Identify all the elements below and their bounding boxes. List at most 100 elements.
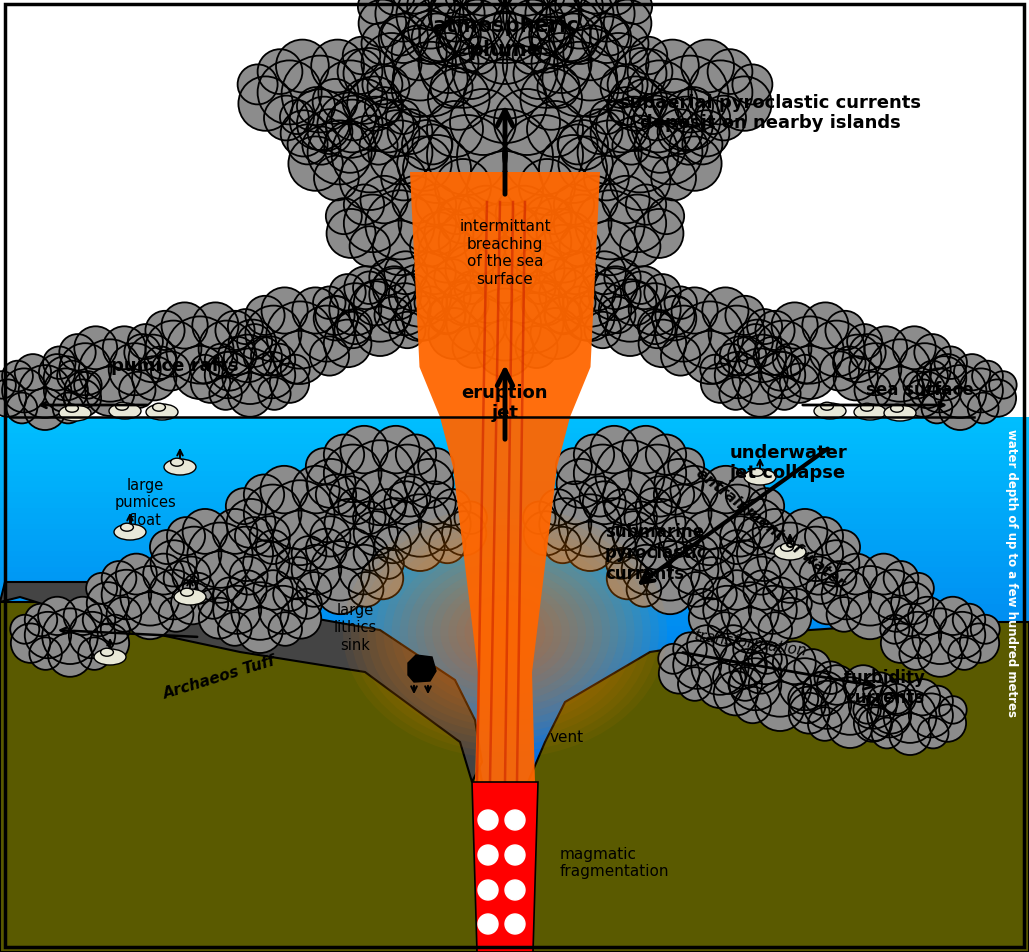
- Circle shape: [447, 293, 506, 353]
- Circle shape: [691, 638, 749, 695]
- Circle shape: [453, 327, 495, 368]
- Circle shape: [365, 191, 434, 260]
- Circle shape: [472, 239, 537, 304]
- Circle shape: [884, 690, 936, 744]
- Circle shape: [463, 60, 546, 144]
- Circle shape: [893, 327, 935, 369]
- Circle shape: [264, 96, 309, 141]
- Circle shape: [638, 121, 703, 186]
- Circle shape: [959, 369, 1003, 413]
- Circle shape: [43, 347, 75, 380]
- Circle shape: [544, 297, 581, 334]
- Circle shape: [505, 810, 525, 830]
- Circle shape: [318, 61, 383, 126]
- Circle shape: [559, 495, 622, 557]
- Circle shape: [259, 586, 307, 634]
- Circle shape: [388, 110, 432, 155]
- Circle shape: [922, 357, 966, 401]
- Circle shape: [623, 80, 668, 125]
- Circle shape: [809, 321, 864, 377]
- Circle shape: [353, 502, 386, 534]
- Circle shape: [715, 345, 747, 377]
- Circle shape: [752, 509, 797, 554]
- Circle shape: [948, 638, 981, 670]
- Circle shape: [428, 297, 465, 335]
- Circle shape: [628, 50, 672, 95]
- Circle shape: [749, 586, 796, 634]
- Circle shape: [739, 335, 786, 383]
- Circle shape: [361, 24, 403, 66]
- Circle shape: [863, 554, 904, 595]
- Ellipse shape: [384, 538, 627, 726]
- Circle shape: [402, 121, 452, 170]
- Circle shape: [555, 252, 597, 295]
- Circle shape: [820, 352, 859, 391]
- Circle shape: [435, 160, 491, 216]
- Circle shape: [422, 0, 468, 14]
- Circle shape: [665, 288, 697, 320]
- Circle shape: [396, 0, 464, 50]
- Circle shape: [14, 355, 51, 391]
- Circle shape: [331, 116, 409, 193]
- Circle shape: [782, 509, 827, 554]
- Circle shape: [524, 197, 571, 245]
- Circle shape: [903, 380, 942, 417]
- Circle shape: [730, 659, 781, 710]
- Circle shape: [575, 191, 644, 260]
- Circle shape: [438, 208, 506, 276]
- Circle shape: [570, 177, 618, 224]
- Circle shape: [872, 718, 902, 748]
- Ellipse shape: [164, 460, 196, 475]
- Circle shape: [607, 97, 662, 152]
- Circle shape: [713, 662, 746, 694]
- Ellipse shape: [399, 550, 610, 714]
- Ellipse shape: [94, 649, 126, 665]
- Circle shape: [933, 366, 987, 419]
- Circle shape: [922, 393, 952, 424]
- Circle shape: [755, 682, 805, 731]
- Circle shape: [630, 38, 667, 75]
- Circle shape: [369, 268, 421, 321]
- Ellipse shape: [440, 582, 570, 683]
- Circle shape: [849, 335, 886, 371]
- Circle shape: [523, 502, 556, 534]
- Circle shape: [638, 309, 673, 345]
- Text: transformation: transformation: [693, 627, 808, 658]
- Circle shape: [579, 275, 615, 311]
- Circle shape: [821, 570, 872, 620]
- Circle shape: [329, 275, 365, 311]
- Circle shape: [412, 14, 461, 64]
- Circle shape: [391, 0, 437, 14]
- Circle shape: [355, 307, 404, 357]
- Circle shape: [239, 77, 293, 131]
- Circle shape: [526, 0, 581, 43]
- Ellipse shape: [101, 648, 113, 657]
- Circle shape: [438, 197, 487, 245]
- Circle shape: [660, 517, 700, 557]
- Circle shape: [82, 605, 115, 637]
- Circle shape: [249, 352, 295, 399]
- Circle shape: [24, 388, 66, 430]
- Circle shape: [190, 364, 230, 404]
- Circle shape: [229, 557, 268, 595]
- Ellipse shape: [891, 405, 903, 413]
- Circle shape: [709, 307, 765, 362]
- Circle shape: [69, 612, 115, 659]
- Circle shape: [595, 267, 637, 309]
- Circle shape: [636, 488, 672, 525]
- Circle shape: [404, 460, 454, 508]
- Circle shape: [673, 633, 707, 666]
- Circle shape: [60, 335, 96, 371]
- Circle shape: [755, 321, 812, 377]
- Circle shape: [402, 297, 447, 341]
- Circle shape: [733, 66, 773, 106]
- Circle shape: [591, 426, 638, 474]
- Circle shape: [145, 321, 202, 377]
- Circle shape: [601, 67, 642, 109]
- Circle shape: [825, 311, 864, 350]
- Ellipse shape: [66, 405, 78, 413]
- Circle shape: [497, 274, 546, 324]
- Ellipse shape: [860, 404, 874, 412]
- Circle shape: [663, 529, 704, 570]
- Circle shape: [559, 137, 613, 191]
